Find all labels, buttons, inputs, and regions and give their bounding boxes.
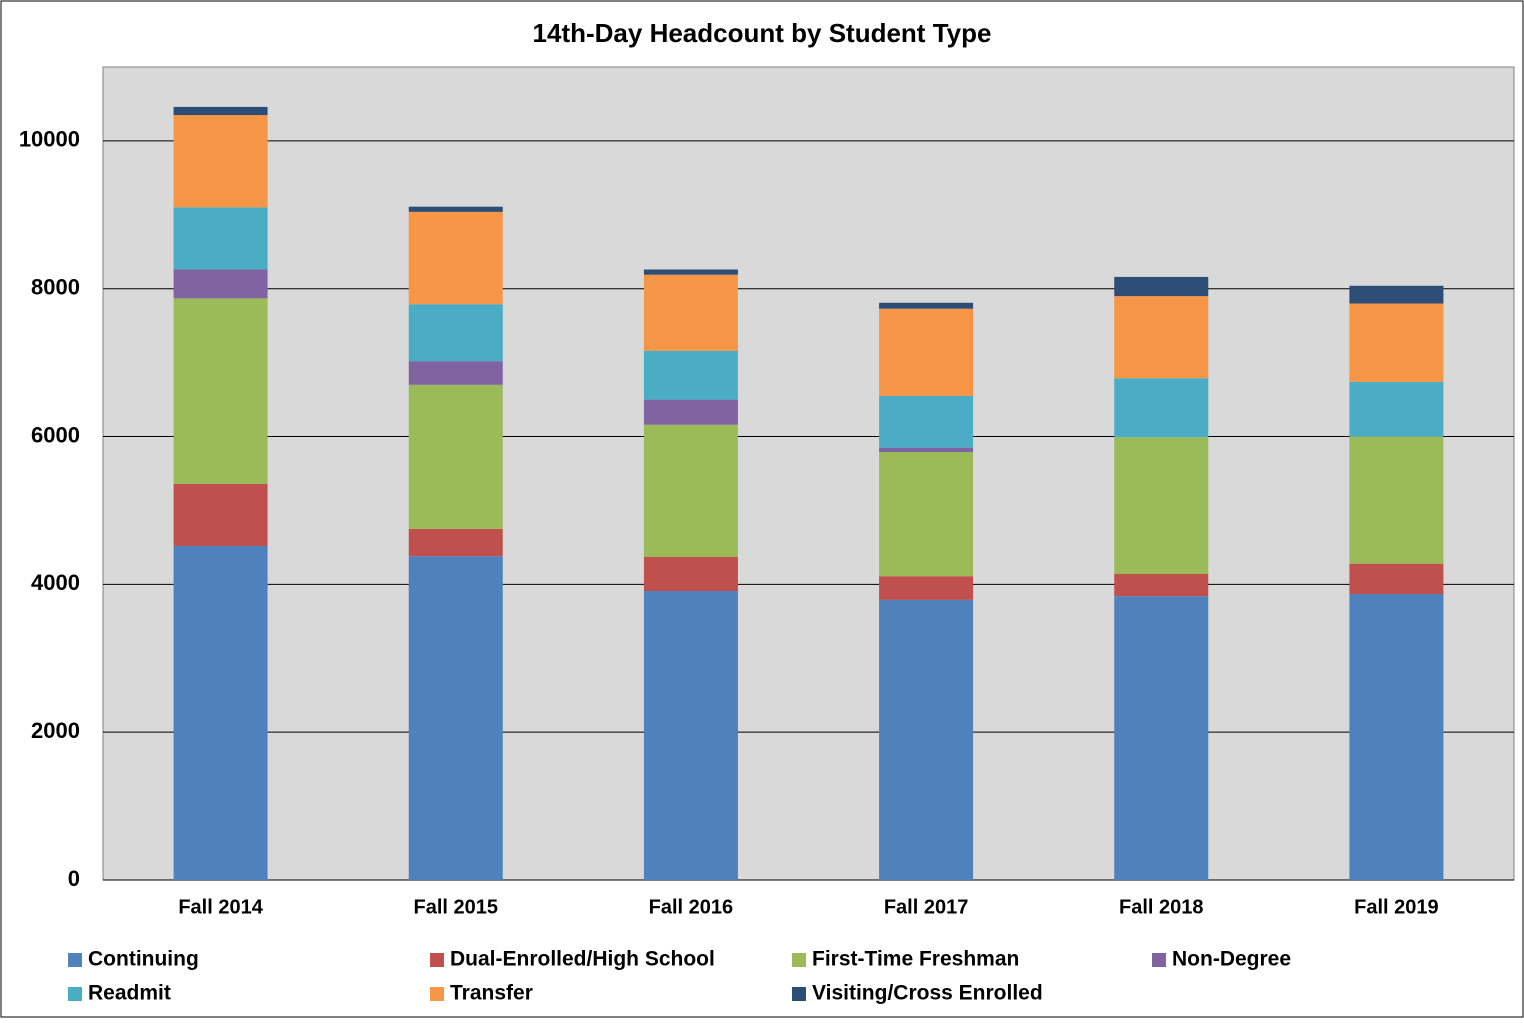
legend-label: Non-Degree bbox=[1172, 948, 1291, 971]
bar-segment bbox=[1114, 574, 1209, 597]
bar-segment bbox=[879, 302, 974, 309]
bar-segment bbox=[1114, 276, 1209, 297]
bar-segment bbox=[879, 599, 974, 880]
bar-segment bbox=[643, 557, 738, 592]
y-tick-label: 0 bbox=[68, 866, 80, 891]
legend-swatch bbox=[68, 987, 82, 1001]
x-tick-label: Fall 2015 bbox=[413, 896, 498, 918]
legend-swatch bbox=[430, 953, 444, 967]
y-tick-label: 10000 bbox=[19, 127, 80, 152]
bar-segment bbox=[1114, 596, 1209, 880]
x-tick-label: Fall 2017 bbox=[884, 896, 969, 918]
bar-segment bbox=[173, 545, 268, 880]
bar-segment bbox=[879, 447, 974, 453]
bar-segment bbox=[173, 269, 268, 299]
bar-segment bbox=[1349, 381, 1444, 437]
bar-segment bbox=[173, 298, 268, 484]
legend-swatch bbox=[1152, 953, 1166, 967]
bar-segment bbox=[643, 269, 738, 275]
bar-segment bbox=[879, 395, 974, 448]
bar-segment bbox=[1349, 285, 1444, 304]
bar-segment bbox=[1114, 437, 1209, 575]
bar-segment bbox=[879, 452, 974, 577]
bar-segment bbox=[879, 308, 974, 396]
x-tick-label: Fall 2016 bbox=[649, 896, 734, 918]
bar-segment bbox=[173, 483, 268, 546]
bar-segment bbox=[408, 206, 503, 212]
bar-segment bbox=[408, 528, 503, 557]
x-tick-label: Fall 2018 bbox=[1119, 896, 1204, 918]
legend-label: Readmit bbox=[88, 982, 171, 1005]
y-tick-label: 8000 bbox=[31, 275, 80, 300]
x-tick-label: Fall 2019 bbox=[1354, 896, 1439, 918]
plot-area bbox=[102, 66, 1515, 881]
bar-segment bbox=[1114, 296, 1209, 379]
legend-label: Transfer bbox=[450, 982, 533, 1005]
y-tick-label: 6000 bbox=[31, 422, 80, 447]
legend-label: First-Time Freshman bbox=[812, 948, 1019, 971]
bar-segment bbox=[643, 399, 738, 425]
legend-label: Visiting/Cross Enrolled bbox=[812, 982, 1043, 1005]
bar-segment bbox=[408, 384, 503, 529]
legend-swatch bbox=[792, 953, 806, 967]
bar-segment bbox=[643, 591, 738, 880]
legend-swatch bbox=[430, 987, 444, 1001]
bar-segment bbox=[879, 576, 974, 600]
bar-segment bbox=[173, 115, 268, 208]
bar-segment bbox=[173, 207, 268, 270]
bar-segment bbox=[1114, 378, 1209, 438]
bar-segment bbox=[1349, 303, 1444, 382]
bar-segment bbox=[643, 274, 738, 351]
y-tick-label: 2000 bbox=[31, 718, 80, 743]
bar-segment bbox=[643, 350, 738, 400]
bar-segment bbox=[1349, 563, 1444, 594]
chart-title: 14th-Day Headcount by Student Type bbox=[533, 18, 992, 48]
bar-segment bbox=[1349, 436, 1444, 564]
bar-segment bbox=[408, 556, 503, 880]
bar-segment bbox=[408, 304, 503, 362]
legend-label: Continuing bbox=[88, 948, 199, 971]
bar-segment bbox=[173, 106, 268, 116]
x-tick-label: Fall 2014 bbox=[178, 896, 263, 918]
bar-segment bbox=[1349, 593, 1444, 880]
legend-swatch bbox=[68, 953, 82, 967]
legend-swatch bbox=[792, 987, 806, 1001]
legend-label: Dual-Enrolled/High School bbox=[450, 948, 715, 971]
y-tick-label: 4000 bbox=[31, 570, 80, 595]
bar-segment bbox=[643, 424, 738, 558]
bar-segment bbox=[408, 361, 503, 385]
bar-segment bbox=[408, 211, 503, 305]
